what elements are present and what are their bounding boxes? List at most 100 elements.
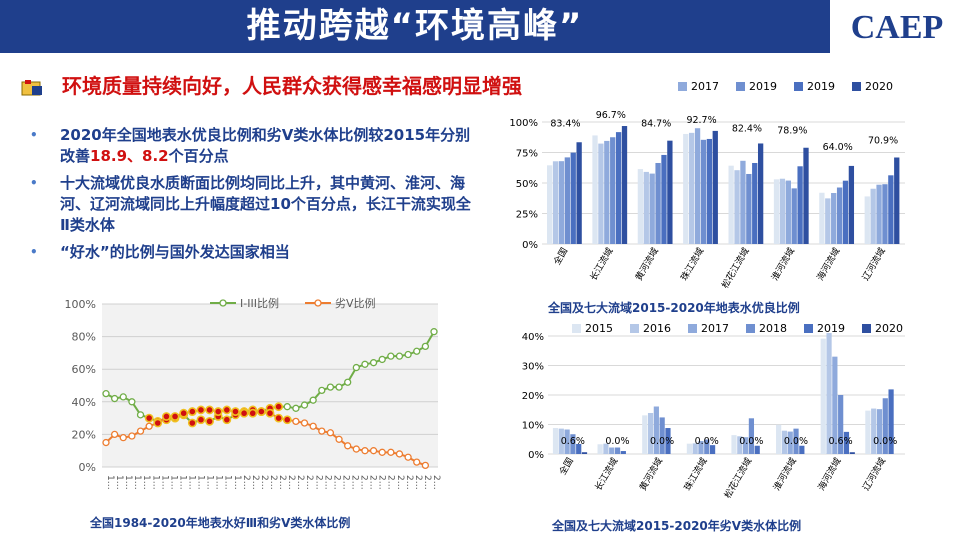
- bar: [740, 160, 746, 244]
- category-label: 辽河流域: [860, 246, 888, 283]
- x-tick-label: 2…: [340, 475, 350, 490]
- x-tick-label: 1…: [114, 475, 124, 490]
- bar: [831, 193, 837, 244]
- data-point: [378, 448, 386, 456]
- bar: [667, 140, 673, 244]
- y-tick-label: 40%: [72, 396, 96, 409]
- bar: [694, 128, 701, 244]
- bar: [865, 410, 871, 454]
- y-tick-label: 30%: [522, 362, 544, 373]
- data-point: [187, 407, 197, 416]
- bar: [597, 444, 603, 454]
- bar: [621, 126, 628, 244]
- line-chart-caption: 全国1984-2020年地表水好Ⅲ和劣Ⅴ类水体比例: [90, 516, 351, 530]
- bar: [698, 441, 704, 454]
- data-point: [144, 413, 154, 423]
- y-tick-label: 20%: [522, 391, 544, 402]
- bar: [728, 165, 734, 244]
- legend-label: 2017: [701, 322, 729, 335]
- bar: [743, 437, 749, 454]
- data-label: 0.0%: [650, 436, 674, 447]
- data-point: [187, 418, 197, 428]
- x-tick-label: 1…: [205, 475, 215, 490]
- bar: [692, 443, 698, 454]
- bullet-item: • 十大流域优良水质断面比例均同比上升，其中黄河、淮河、海河、辽河流域同比上升幅…: [30, 173, 480, 236]
- x-tick-label: 2…: [313, 475, 323, 490]
- y-tick-label: 50%: [516, 179, 538, 190]
- bar: [604, 140, 610, 244]
- x-tick-label: 1…: [232, 475, 242, 490]
- category-label: 海河流域: [814, 246, 842, 283]
- legend-label: 2019: [749, 80, 777, 93]
- category-label: 长江流域: [587, 246, 615, 283]
- bar: [882, 184, 888, 244]
- bar: [888, 175, 894, 244]
- x-tick-label: 2…: [286, 475, 296, 490]
- bar: [655, 162, 661, 244]
- bar: [748, 418, 755, 454]
- bar-chart-2-caption: 全国及七大流域2015-2020年劣Ⅴ类水体比例: [552, 519, 802, 533]
- bar: [785, 180, 791, 244]
- x-tick-label: 1…: [214, 475, 224, 490]
- good-ratio-bar-chart: 0% 25% 50% 75% 100% 83.4% 全国 96.7% 长江流域 84.7% 黄河流域…: [509, 80, 905, 290]
- data-point: [430, 328, 438, 336]
- data-point: [309, 422, 317, 430]
- bullet-text: 2020年全国地表水优良比例和劣Ⅴ类水体比例较2015年分别改善: [60, 126, 471, 165]
- data-point: [162, 412, 171, 421]
- legend-label: 2019: [807, 80, 835, 93]
- data-point: [136, 427, 145, 435]
- x-tick-label: 1…: [159, 475, 169, 490]
- data-point: [239, 408, 249, 418]
- category-label: 淮河流域: [771, 456, 799, 493]
- x-tick-label: 2…: [322, 475, 332, 490]
- data-label: 0.0%: [784, 436, 808, 447]
- x-tick-label: 2…: [431, 475, 441, 490]
- bar-chart-1-caption: 全国及七大流域2015-2020年地表水优良比例: [548, 301, 800, 315]
- y-tick-label: 60%: [72, 363, 96, 376]
- legend-swatch: [688, 324, 697, 333]
- bar: [754, 445, 760, 454]
- bar: [546, 165, 553, 244]
- bar: [609, 447, 615, 454]
- x-tick-label: 2…: [259, 475, 269, 490]
- data-label: 84.7%: [641, 119, 671, 130]
- bar: [552, 428, 559, 454]
- bullet-item: • “好水”的比例与国外发达国家相当: [30, 242, 480, 263]
- x-tick-label: 2…: [331, 475, 341, 490]
- data-point: [309, 396, 317, 404]
- line-chart: 0%20%40%60%80%100%1… 1… 1… 1… 1… 1… 1… 1… 1… 1… 1……: [65, 296, 441, 490]
- x-tick-label: 2…: [377, 475, 387, 490]
- data-point: [222, 415, 232, 425]
- data-label: 82.4%: [732, 123, 762, 134]
- data-point: [421, 342, 430, 351]
- legend-swatch: [804, 324, 813, 333]
- legend-swatch: [678, 82, 687, 91]
- x-tick-label: 1…: [177, 475, 187, 490]
- y-tick-label: 40%: [522, 332, 544, 343]
- data-point: [102, 390, 110, 398]
- data-point: [344, 442, 352, 450]
- bar: [843, 431, 850, 454]
- data-label: 83.4%: [550, 118, 580, 129]
- bar: [700, 139, 707, 244]
- data-point: [318, 427, 326, 435]
- data-point: [335, 435, 343, 443]
- bar: [894, 157, 900, 244]
- data-point: [196, 405, 206, 415]
- bar: [614, 447, 621, 454]
- y-tick-label: 0%: [528, 450, 544, 461]
- x-tick-label: 2…: [422, 475, 432, 490]
- bar: [876, 409, 883, 454]
- bar: [779, 178, 786, 244]
- bar: [649, 173, 655, 244]
- data-point: [136, 411, 145, 419]
- data-point: [205, 405, 214, 415]
- bar: [610, 137, 616, 244]
- data-point: [196, 415, 206, 425]
- bullet-dot-icon: •: [30, 128, 38, 142]
- x-tick-label: 1…: [223, 475, 233, 490]
- x-tick-label: 1…: [196, 475, 206, 490]
- data-label: 70.9%: [868, 136, 898, 147]
- legend-marker: [219, 299, 227, 307]
- legend-label: 2020: [875, 322, 903, 335]
